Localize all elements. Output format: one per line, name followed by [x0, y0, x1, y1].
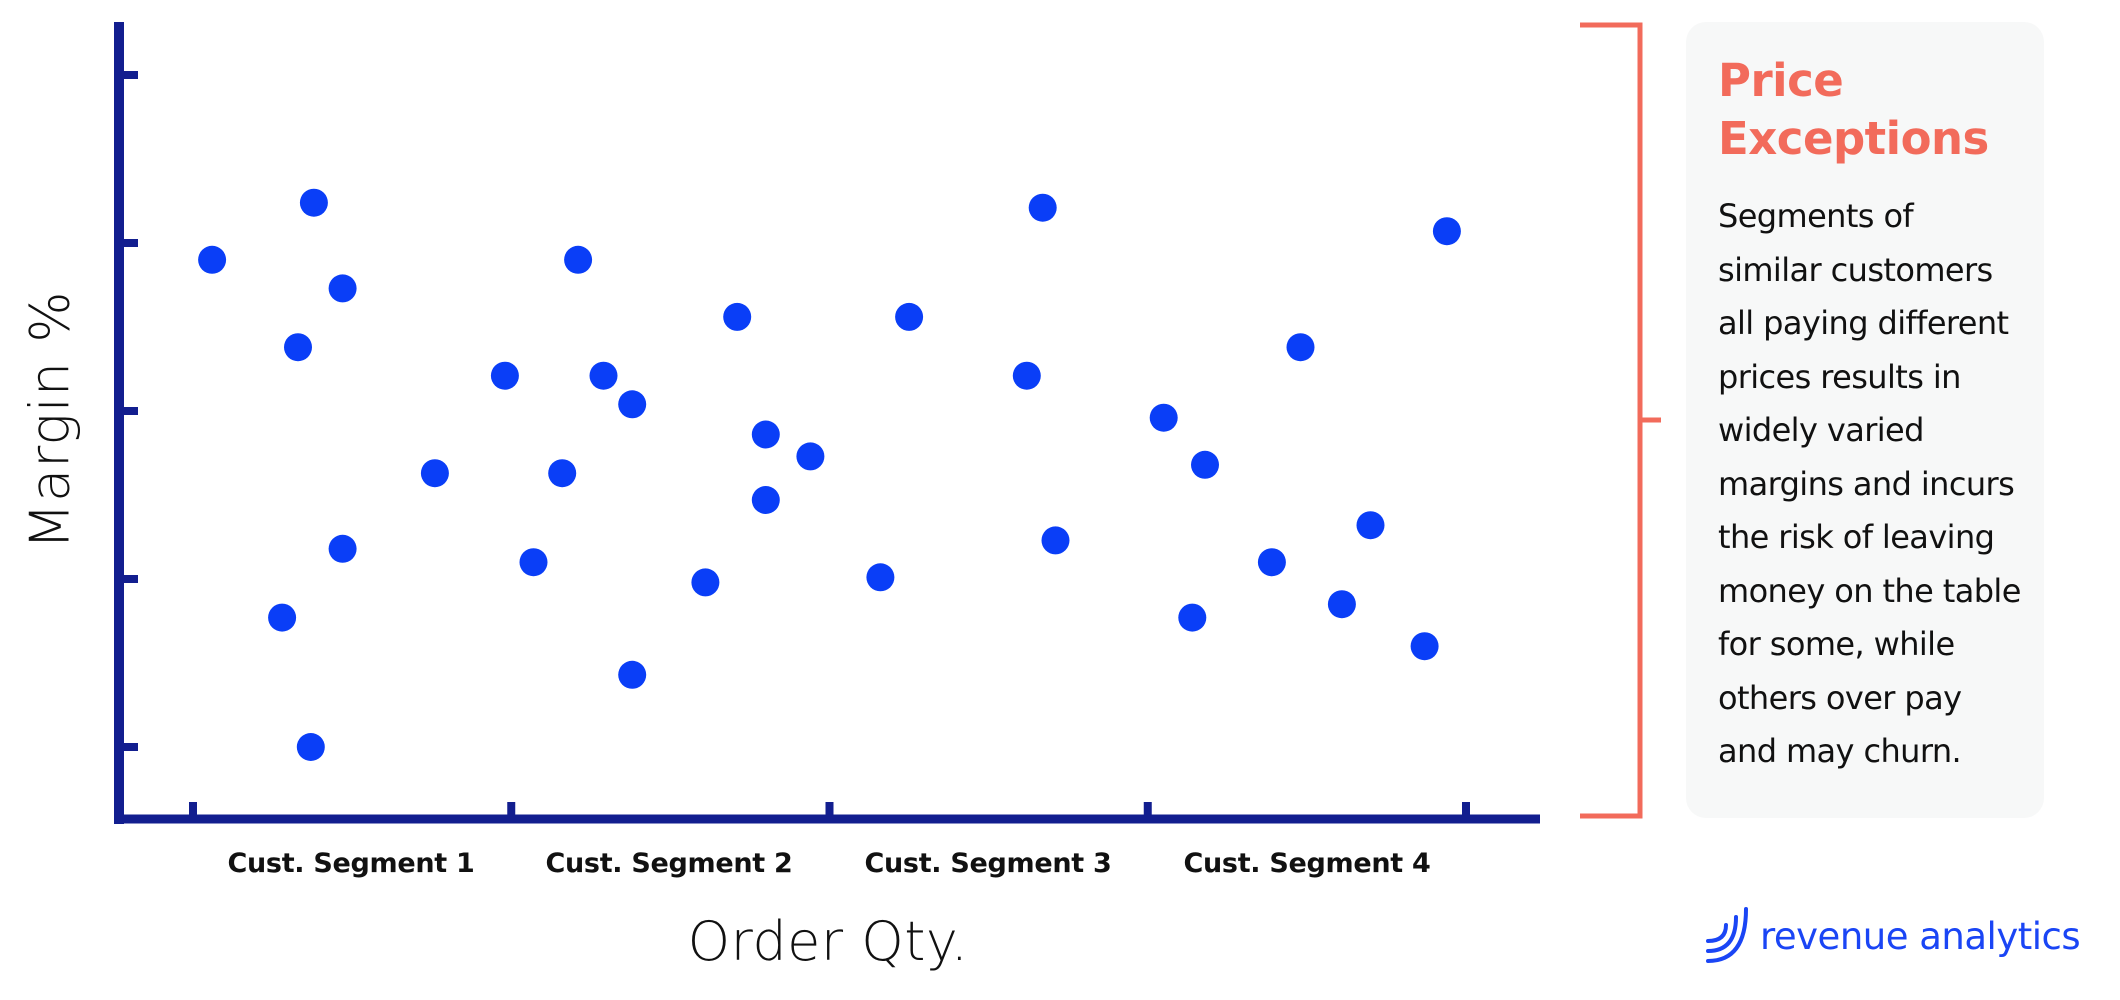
data-point	[1432, 217, 1461, 246]
data-point	[490, 361, 519, 390]
data-point	[1041, 526, 1070, 555]
data-point	[1191, 450, 1219, 479]
brand-name: revenue analytics	[1760, 914, 2081, 958]
bracket-line	[1580, 22, 1643, 819]
data-point	[618, 390, 647, 419]
data-point	[284, 333, 312, 362]
y-axis-label: Margin %	[18, 290, 82, 550]
x-axis-ticks	[189, 802, 1470, 819]
data-point	[1178, 603, 1207, 632]
data-point	[1012, 361, 1041, 390]
data-point	[866, 563, 895, 592]
data-point	[751, 486, 780, 514]
data-point	[1327, 590, 1356, 619]
data-point	[723, 302, 752, 331]
data-point	[1149, 403, 1178, 432]
data-point	[328, 274, 357, 303]
data-point	[296, 733, 325, 761]
data-point	[691, 568, 720, 597]
data-point	[1257, 548, 1286, 577]
data-point	[618, 660, 647, 689]
x-category-label-1: Cust. Segment 1	[227, 848, 475, 879]
data-point	[1028, 193, 1057, 222]
data-point	[1356, 511, 1385, 540]
panel-description: Segments of similar customers all paying…	[1718, 197, 2021, 770]
data-point	[548, 459, 577, 488]
data-point	[420, 459, 449, 488]
data-point	[328, 534, 357, 563]
x-category-label-2: Cust. Segment 2	[545, 848, 793, 879]
data-point	[1286, 333, 1315, 362]
panel-title: Price Exceptions	[1718, 52, 2024, 168]
x-axis-label: Order Qty.	[687, 910, 969, 973]
price-exceptions-panel: Price Exceptions Segments of similar cus…	[1686, 22, 2044, 818]
data-point	[564, 245, 593, 274]
data-point	[268, 603, 297, 632]
data-point	[198, 245, 227, 274]
wave-arcs-icon	[1706, 907, 1748, 963]
price-exceptions-bracket	[1580, 22, 1661, 819]
x-category-label-4: Cust. Segment 4	[1183, 848, 1431, 879]
y-axis-ticks	[119, 71, 138, 751]
data-point	[519, 548, 548, 577]
data-point	[589, 361, 618, 390]
data-point	[299, 188, 328, 217]
data-point	[751, 420, 780, 449]
data-point	[895, 302, 924, 331]
x-category-label-3: Cust. Segment 3	[864, 848, 1112, 879]
data-point	[1410, 632, 1439, 661]
panel-title-line-1: Price	[1718, 54, 1844, 107]
brand-logo: revenue analytics	[1706, 906, 2081, 966]
panel-title-line-2: Exceptions	[1718, 112, 1989, 165]
data-point	[796, 442, 825, 471]
plot-axes	[114, 22, 1540, 824]
data-points	[198, 188, 1461, 761]
